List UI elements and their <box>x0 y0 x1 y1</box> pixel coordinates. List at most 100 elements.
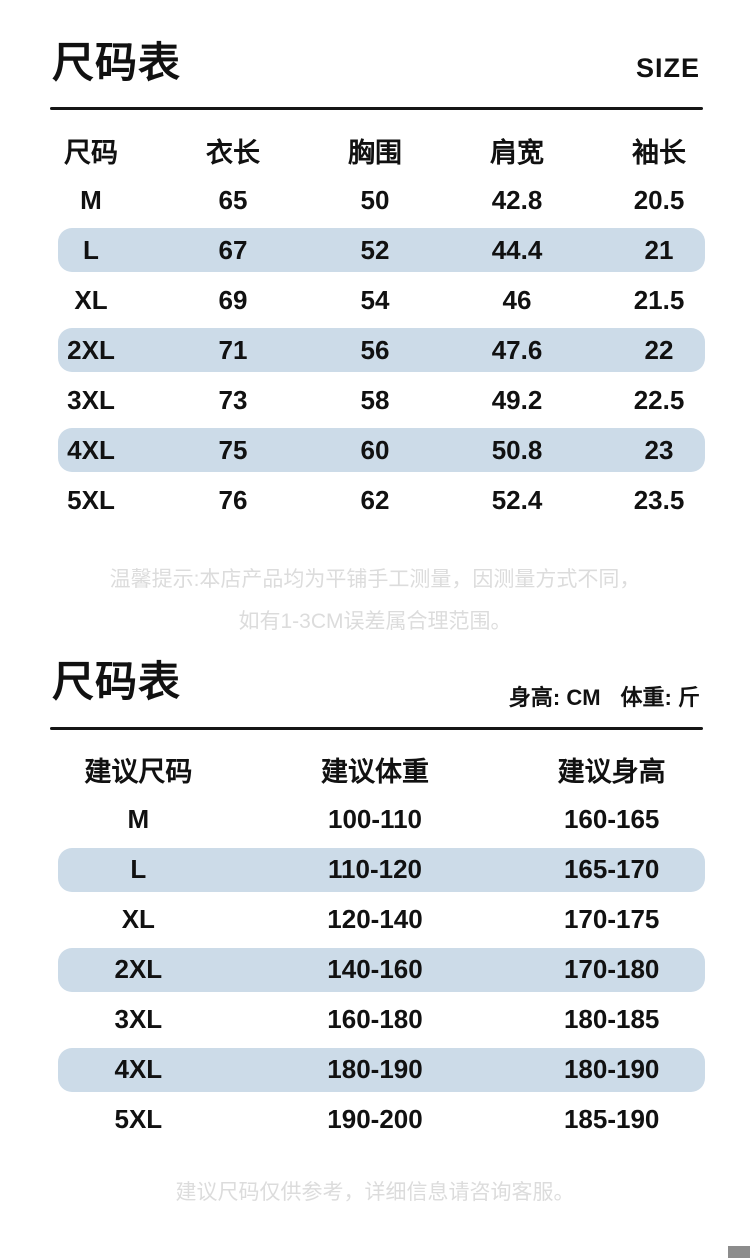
table-row: M 100-110 160-165 <box>20 795 730 845</box>
table-cell: 23.5 <box>633 484 685 515</box>
table-row: 5XL 190-200 185-190 <box>20 1095 730 1145</box>
column-header: 建议身高 <box>557 757 666 788</box>
table-cell: 160-165 <box>563 804 660 835</box>
table-row: XL 120-140 170-175 <box>20 895 730 945</box>
table-cell: XL <box>74 284 108 315</box>
table-header-row: 尺码 衣长 胸围 肩宽 袖长 <box>20 125 730 175</box>
column-header: 尺码 <box>64 137 118 168</box>
table-cell: 185-190 <box>563 1104 660 1135</box>
table-cell: 75 <box>218 434 248 465</box>
size-chart-header: 尺码表 SIZE <box>0 0 750 86</box>
table-row: XL 69 54 46 21.5 <box>20 275 730 325</box>
column-header: 建议体重 <box>321 757 429 788</box>
table-cell: 47.6 <box>491 334 543 365</box>
table-row: 2XL 140-160 170-180 <box>20 945 730 995</box>
table-cell: 160-180 <box>327 1004 423 1035</box>
table-cell: 46 <box>502 284 532 315</box>
table-row: 4XL 180-190 180-190 <box>20 1045 730 1095</box>
table-cell: 2XL <box>114 954 163 985</box>
table-cell: 140-160 <box>327 954 423 985</box>
table-cell: 5XL <box>67 484 115 515</box>
table-cell: 58 <box>360 384 390 415</box>
table-cell: L <box>130 854 147 885</box>
page-title: 尺码表 <box>52 39 182 86</box>
table-cell: 69 <box>218 284 248 315</box>
table-row: 3XL 160-180 180-185 <box>20 995 730 1045</box>
table-cell: 190-200 <box>327 1104 423 1135</box>
table-cell: 180-190 <box>327 1054 423 1085</box>
recommend-footer-note: 建议尺码仅供参考，详细信息请咨询客服。 <box>175 1180 575 1204</box>
table-cell: 50 <box>360 184 390 215</box>
table-cell: 2XL <box>67 334 115 365</box>
table-cell: 44.4 <box>491 234 543 265</box>
table-cell: 65 <box>218 184 248 215</box>
table-cell: 120-140 <box>327 904 423 935</box>
corner-marker <box>728 1246 750 1258</box>
column-header: 衣长 <box>206 137 260 168</box>
unit-labels: 身高: CM 体重: 斤 <box>509 685 700 711</box>
table-cell: 4XL <box>67 434 115 465</box>
table-cell: 170-180 <box>563 954 660 985</box>
size-recommend-table: 建议尺码 建议体重 建议身高 M 100-110 160-165 L 110-120 165-1… <box>20 745 730 1145</box>
section-recommend-chart: 尺码表 身高: CM 体重: 斤 建议尺码 建议体重 建议身高 M 100-110 160… <box>0 643 750 1214</box>
table-cell: 21.5 <box>633 284 685 315</box>
table-cell: M <box>127 804 150 835</box>
table-cell: 3XL <box>67 384 115 415</box>
table-cell: 67 <box>218 234 248 265</box>
height-unit-label: 身高: CM <box>508 685 601 711</box>
table-cell: 22.5 <box>633 384 685 415</box>
table-cell: 180-190 <box>563 1054 660 1085</box>
table-row: 3XL 73 58 49.2 22.5 <box>20 375 730 425</box>
table-row: L 110-120 165-170 <box>20 845 730 895</box>
column-header: 肩宽 <box>490 137 544 168</box>
table-cell: 71 <box>218 334 248 365</box>
measurement-note: 温馨提示:本店产品均为平铺手工测量，因测量方式不同， 如有1-3CM误差属合理范… <box>0 559 750 643</box>
table-cell: 20.5 <box>633 184 685 215</box>
table-cell: 22 <box>644 334 674 365</box>
section-size-chart: 尺码表 SIZE 尺码 衣长 胸围 肩宽 袖长 M 65 50 42.8 20.5 L 67 52 44.… <box>0 0 750 643</box>
table-cell: 5XL <box>114 1104 163 1135</box>
column-header: 袖长 <box>632 137 686 168</box>
column-header: 胸围 <box>348 137 402 168</box>
page-title-2: 尺码表 <box>52 658 182 706</box>
table-cell: 110-120 <box>328 854 422 885</box>
table-cell: 180-185 <box>563 1004 660 1035</box>
table-row: 2XL 71 56 47.6 22 <box>20 325 730 375</box>
table-row: 4XL 75 60 50.8 23 <box>20 425 730 475</box>
table-header-row: 建议尺码 建议体重 建议身高 <box>20 745 730 795</box>
table-cell: 165-170 <box>563 854 660 885</box>
table-cell: 54 <box>360 284 390 315</box>
table-cell: 76 <box>218 484 248 515</box>
table-cell: 73 <box>218 384 248 415</box>
table-cell: 3XL <box>114 1004 163 1035</box>
table-row: M 65 50 42.8 20.5 <box>20 175 730 225</box>
table-cell: 52.4 <box>491 484 543 515</box>
measurement-note-line1: 温馨提示:本店产品均为平铺手工测量，因测量方式不同， <box>109 568 641 592</box>
table-cell: 42.8 <box>491 184 543 215</box>
recommend-chart-header: 尺码表 身高: CM 体重: 斤 <box>0 643 750 710</box>
table-cell: 50.8 <box>491 434 543 465</box>
size-subtitle: SIZE <box>635 52 700 83</box>
table-cell: 49.2 <box>491 384 543 415</box>
table-cell: XL <box>121 904 155 935</box>
column-header: 建议尺码 <box>84 757 193 788</box>
table-cell: 60 <box>360 434 390 465</box>
table-cell: 100-110 <box>328 804 422 835</box>
table-cell: 52 <box>360 234 390 265</box>
table-cell: 62 <box>360 484 390 515</box>
table-cell: 21 <box>644 234 674 265</box>
table-row: 5XL 76 62 52.4 23.5 <box>20 475 730 525</box>
header-divider <box>50 107 703 111</box>
table-cell: L <box>83 234 99 265</box>
table-cell: 56 <box>360 334 390 365</box>
table-cell: M <box>80 184 102 215</box>
table-cell: 4XL <box>114 1054 163 1085</box>
table-row: L 67 52 44.4 21 <box>20 225 730 275</box>
size-measurement-table: 尺码 衣长 胸围 肩宽 袖长 M 65 50 42.8 20.5 L 67 52 44.4 21 XL 69 54… <box>20 125 730 525</box>
measurement-note-line2: 如有1-3CM误差属合理范围。 <box>238 610 512 634</box>
weight-unit-label: 体重: 斤 <box>620 685 700 711</box>
table-cell: 23 <box>644 434 674 465</box>
header-divider-2 <box>50 726 703 730</box>
table-cell: 170-175 <box>563 904 660 935</box>
